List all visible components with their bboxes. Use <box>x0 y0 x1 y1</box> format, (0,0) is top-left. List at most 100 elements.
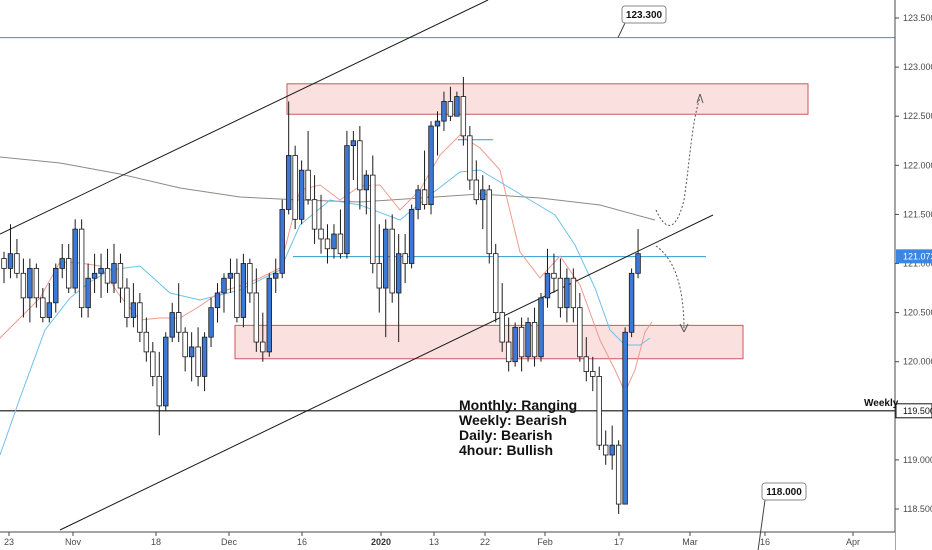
candle-body <box>46 302 52 318</box>
time-tick-label: 17 <box>614 537 624 547</box>
candle-body <box>78 228 85 309</box>
candle-body <box>357 140 363 191</box>
candle-body <box>596 376 602 446</box>
candle-body <box>27 268 33 299</box>
candle <box>499 283 505 352</box>
candle <box>518 317 525 372</box>
candle-body <box>376 263 382 289</box>
candle-body <box>98 268 104 274</box>
weekly-level-label: Weekly <box>864 398 899 409</box>
candle <box>357 126 363 210</box>
weekly-price-label: 119.500 <box>903 406 932 416</box>
candle-body <box>531 322 538 358</box>
candle-body <box>383 228 389 289</box>
candle <box>363 170 370 215</box>
candle <box>531 307 538 367</box>
candle <box>214 283 221 323</box>
candle <box>441 91 447 131</box>
candle-body <box>14 253 20 274</box>
candle-body <box>117 263 124 289</box>
candle <box>350 130 357 181</box>
time-tick-label: 13 <box>429 537 439 547</box>
price-tick-label: 120.000 <box>903 357 932 367</box>
callout-pointer <box>617 22 626 38</box>
candle <box>33 263 40 308</box>
candle-body <box>557 277 564 309</box>
candle-body <box>518 326 525 358</box>
candle <box>20 258 27 318</box>
candle-body <box>441 101 447 122</box>
trendlines <box>0 0 714 531</box>
current-price-badge <box>896 249 932 264</box>
candle <box>505 317 512 372</box>
candle-body <box>150 351 156 377</box>
candle-body <box>538 297 544 358</box>
time-tick-label: 16 <box>297 537 307 547</box>
candle-body <box>91 272 98 279</box>
candle-body <box>337 233 344 255</box>
candle-body <box>635 253 641 274</box>
callout-box <box>621 5 667 24</box>
candle-body <box>551 272 557 279</box>
candle-body <box>402 253 408 264</box>
candle <box>201 332 208 392</box>
time-tick-label: Dec <box>221 537 238 547</box>
candle-body <box>175 312 182 333</box>
callout-label: 123.300 <box>626 10 663 21</box>
candle <box>473 160 480 205</box>
candle <box>331 224 337 259</box>
candle-body <box>493 253 499 313</box>
candle-body <box>59 258 65 269</box>
candle-body <box>480 189 486 201</box>
candle-body <box>415 189 421 210</box>
candle <box>376 224 382 313</box>
candle-body <box>285 155 292 210</box>
candle-body <box>40 297 46 318</box>
candle <box>557 258 564 318</box>
candle <box>40 288 46 323</box>
candle-body <box>460 96 467 137</box>
candle <box>78 219 85 318</box>
candle-body <box>124 287 130 318</box>
ma-200-line <box>0 156 656 221</box>
candle-body <box>201 336 208 377</box>
candle <box>273 258 279 293</box>
candle-body <box>156 376 162 407</box>
candle-body <box>266 277 272 353</box>
callout-pointer <box>757 499 766 550</box>
bearish-projection-path <box>655 245 685 331</box>
candle <box>590 356 596 392</box>
candle <box>182 327 188 372</box>
candle-body <box>370 174 376 264</box>
candle <box>46 283 52 323</box>
price-tick-label: 123.000 <box>903 62 932 72</box>
candle-body <box>208 307 214 338</box>
candle <box>91 253 98 293</box>
candle-body <box>454 96 460 117</box>
candle-body <box>499 312 505 343</box>
candle <box>551 253 557 293</box>
candle-body <box>544 272 551 299</box>
candle-body <box>512 326 518 363</box>
projection-paths <box>655 93 704 333</box>
candle <box>402 234 408 284</box>
weekly-price-badge <box>895 403 932 419</box>
candle-body <box>111 263 117 284</box>
bias-line: Monthly: Ranging <box>459 397 577 413</box>
time-tick-label: 22 <box>480 537 490 547</box>
price-tick-label: 121.000 <box>903 259 932 269</box>
candle <box>240 253 247 328</box>
candle-body <box>130 302 137 318</box>
price-tick-label: 122.000 <box>903 160 932 170</box>
candle <box>247 258 253 303</box>
candle <box>117 253 124 303</box>
candle <box>421 150 428 210</box>
candle-body <box>421 189 428 205</box>
candle <box>434 111 441 156</box>
candle <box>104 248 111 293</box>
candle <box>221 273 227 313</box>
bullish-projection-path <box>655 97 701 226</box>
candle <box>279 199 285 279</box>
candle <box>480 175 486 230</box>
candle-body <box>486 189 492 255</box>
